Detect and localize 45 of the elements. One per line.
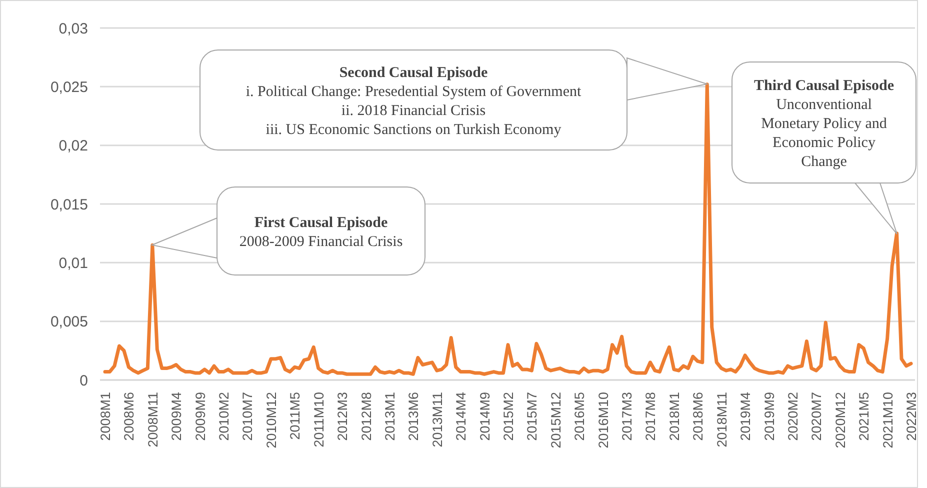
y-tick-label: 0,015 — [50, 196, 88, 214]
x-tick-label: 2017M3 — [620, 392, 635, 441]
x-tick-label: 2013M1 — [382, 392, 398, 441]
annotation: First Causal Episode 2008-2009 Financial Crisis — [239, 214, 403, 250]
x-tick-label: 2010M7 — [240, 392, 256, 441]
x-tick-label: 2014M4 — [454, 392, 469, 441]
x-tick-label: 2013M6 — [406, 392, 422, 441]
x-tick-label: 2016M5 — [572, 392, 588, 441]
x-tick-label: 2010M12 — [264, 392, 279, 448]
x-tick-label: 2011M5 — [288, 392, 303, 440]
y-tick-label: 0,01 — [58, 254, 88, 272]
x-tick-label: 2021M10 — [880, 392, 896, 448]
x-tick-label: 2015M12 — [548, 392, 564, 448]
annotation: Second Causal Episode i. Political Change: Presedential System of Government ii. 2018 Financial Crisis iii. US Economic Sanctions on Turkish Economy — [246, 64, 582, 138]
x-tick-label: 2008M11 — [145, 392, 160, 448]
x-tick-label: 2020M7 — [809, 392, 824, 441]
x-tick-label: 2011M10 — [311, 392, 326, 448]
x-tick-label: 2020M12 — [832, 392, 848, 448]
y-tick-label: 0 — [80, 372, 88, 390]
x-tick-label: 2021M5 — [856, 392, 872, 441]
x-tick-label: 2012M8 — [358, 392, 374, 441]
x-tick-label: 2015M2 — [501, 392, 516, 441]
y-tick-label: 0,03 — [58, 20, 88, 38]
x-tick-label: 2014M9 — [477, 392, 492, 441]
x-tick-label: 2016M10 — [596, 392, 611, 448]
x-tick-label: 2012M3 — [335, 392, 350, 441]
x-tick-label: 2015M7 — [524, 392, 540, 441]
x-tick-label: 2017M8 — [643, 392, 658, 441]
x-tick-label: 2009M4 — [169, 392, 184, 441]
x-tick-label: 2008M6 — [122, 392, 137, 441]
x-tick-label: 2019M4 — [738, 392, 754, 441]
x-tick-label: 2009M9 — [192, 392, 208, 441]
x-tick-label: 2022M3 — [904, 392, 919, 441]
y-tick-label: 0,025 — [50, 78, 88, 96]
x-tick-label: 2019M9 — [762, 392, 777, 441]
x-tick-label: 2020M2 — [785, 392, 800, 441]
annotation: Third Causal Episode Unconventional Monetary Policy and Economic Policy Change — [754, 78, 894, 170]
x-tick-label: 2018M1 — [666, 392, 682, 441]
x-tick-label: 2008M1 — [98, 392, 113, 441]
x-tick-label: 2013M11 — [430, 392, 445, 448]
x-tick-label: 2018M6 — [690, 392, 706, 441]
x-tick-label: 2018M11 — [714, 392, 730, 448]
y-tick-label: 0,005 — [50, 314, 88, 331]
y-tick-label: 0,02 — [58, 138, 88, 155]
x-tick-label: 2010M2 — [216, 392, 232, 441]
